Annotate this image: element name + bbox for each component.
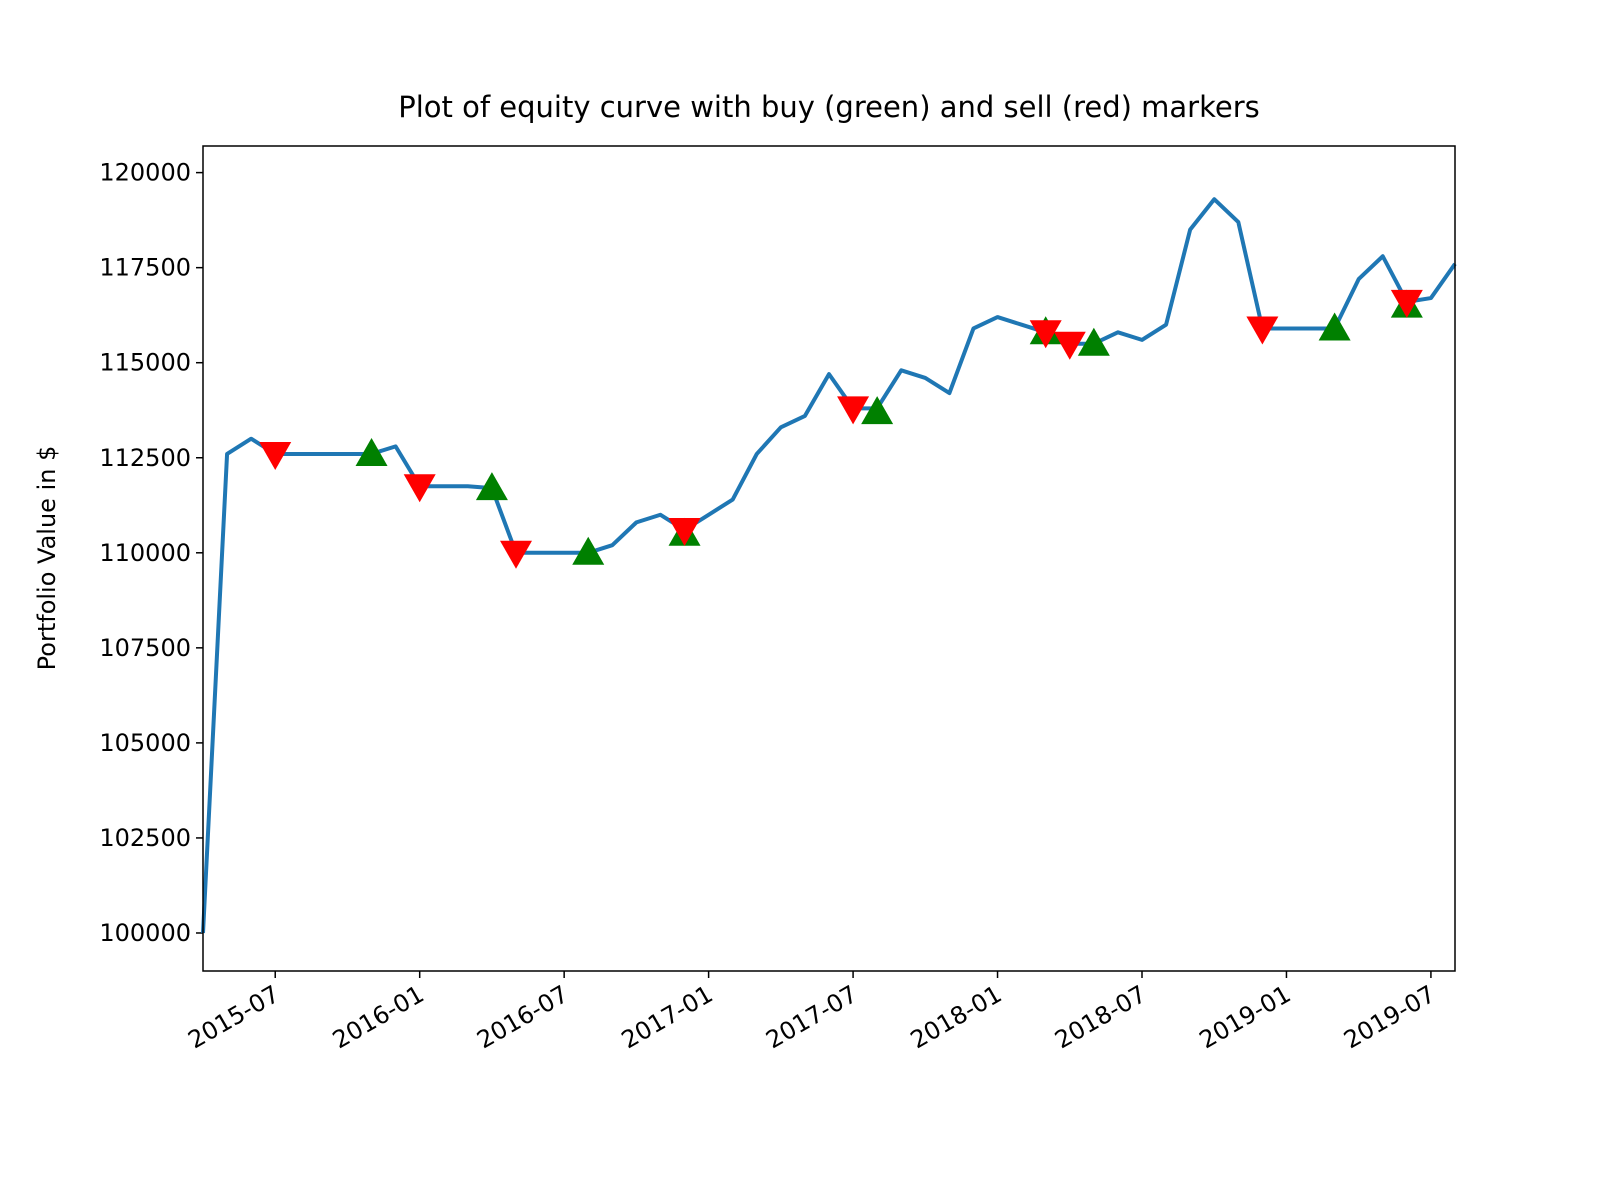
sell-marker (1246, 316, 1279, 345)
sell-marker (403, 474, 436, 503)
y-tick-label: 117500 (99, 254, 191, 282)
sell-marker (1029, 320, 1062, 349)
x-tick-label: 2019-01 (1195, 980, 1296, 1054)
y-axis-label: Portfolio Value in $ (33, 446, 61, 671)
buy-marker (1318, 312, 1351, 341)
plot-frame (202, 145, 1456, 972)
sell-marker (500, 540, 532, 569)
y-tick-label: 107500 (99, 634, 191, 662)
sell-marker (1053, 331, 1086, 360)
sell-marker (837, 396, 870, 425)
y-tick-label: 120000 (99, 159, 191, 187)
x-tick-label: 2016-01 (328, 980, 429, 1054)
y-tick-label: 112500 (99, 444, 191, 472)
y-tick-label: 100000 (99, 919, 191, 947)
buy-marker (355, 437, 388, 466)
buy-marker (861, 396, 894, 425)
chart-title: Plot of equity curve with buy (green) an… (398, 90, 1260, 124)
equity-line (201, 197, 1457, 934)
y-tick-label: 110000 (99, 539, 191, 567)
x-tick-label: 2015-07 (183, 980, 284, 1054)
y-tick-label: 105000 (99, 729, 191, 757)
x-tick-label: 2017-01 (617, 980, 718, 1054)
buy-marker (1077, 327, 1110, 356)
x-tick-label: 2016-07 (472, 980, 573, 1054)
sell-marker (668, 517, 701, 546)
buy-marker (572, 536, 605, 565)
x-tick-label: 2018-01 (906, 980, 1007, 1054)
buy-marker (475, 472, 508, 501)
sell-marker (1390, 289, 1423, 318)
x-tick-label: 2018-07 (1050, 980, 1151, 1054)
y-tick-label: 102500 (99, 824, 191, 852)
y-tick-label: 115000 (99, 349, 191, 377)
sell-marker (259, 441, 292, 470)
x-tick-label: 2019-07 (1339, 980, 1440, 1054)
x-tick-label: 2017-07 (761, 980, 862, 1054)
